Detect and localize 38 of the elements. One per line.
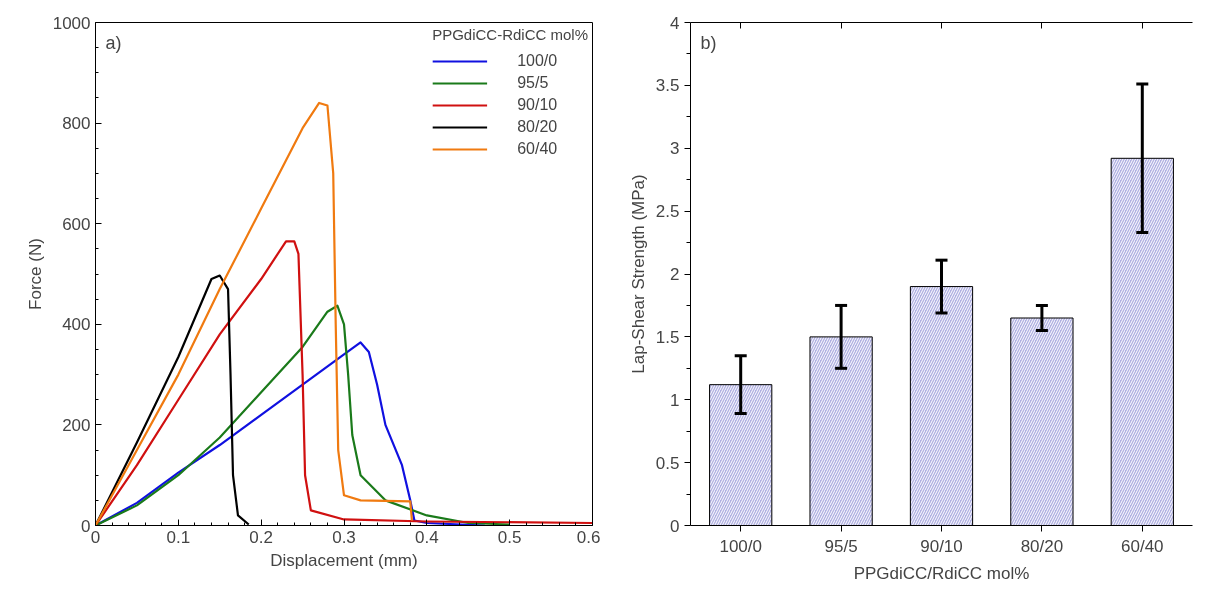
line-series xyxy=(95,304,511,526)
y-tick-label: 3.5 xyxy=(655,76,680,96)
y-tick-label: 2 xyxy=(670,265,680,284)
y-tick-label: 200 xyxy=(62,415,91,435)
y-tick-label: 1000 xyxy=(52,13,91,33)
y-tick-label: 3 xyxy=(670,139,680,159)
y-tick-label: 1.5 xyxy=(655,327,680,347)
y-tick-label: 2.5 xyxy=(655,202,680,222)
legend-label: 95/5 xyxy=(517,74,549,92)
x-tick-label: 100/0 xyxy=(719,536,762,556)
x-tick-label: 90/10 xyxy=(920,536,963,556)
annotation: b) xyxy=(700,32,717,53)
y-axis-title: Force (N) xyxy=(25,238,45,310)
legend-title: PPGdiCC-RdiCC mol% xyxy=(432,26,588,43)
y-tick-label: 4 xyxy=(670,13,680,33)
x-tick-label: 0.2 xyxy=(249,527,273,547)
x-tick-label: 80/20 xyxy=(1020,536,1064,556)
y-tick-label: 0.5 xyxy=(655,453,680,473)
x-tick-label: 0.5 xyxy=(497,527,522,547)
y-tick-label: 400 xyxy=(62,315,91,335)
x-tick-label: 0.4 xyxy=(415,527,439,547)
y-tick-label: 800 xyxy=(62,114,91,134)
x-axis-title: PPGdiCC/RdiCC mol% xyxy=(853,563,1030,583)
legend-label: 60/40 xyxy=(517,140,558,158)
y-tick-label: 1 xyxy=(670,390,680,410)
y-axis-title: Lap-Shear Strength (MPa) xyxy=(628,174,648,374)
y-tick-label: 600 xyxy=(62,214,91,234)
legend-label: 90/10 xyxy=(517,96,558,114)
legend-label: 80/20 xyxy=(517,118,558,136)
x-axis-title: Displacement (mm) xyxy=(270,550,418,570)
line-series xyxy=(95,101,414,526)
x-tick-label: 95/5 xyxy=(824,536,858,556)
x-tick-label: 0.3 xyxy=(332,527,356,547)
x-tick-label: 0.1 xyxy=(166,527,191,547)
x-tick-label: 60/40 xyxy=(1121,536,1164,556)
annotation: a) xyxy=(105,32,122,53)
legend-label: 100/0 xyxy=(517,52,558,70)
x-tick-label: 0.6 xyxy=(576,527,601,547)
